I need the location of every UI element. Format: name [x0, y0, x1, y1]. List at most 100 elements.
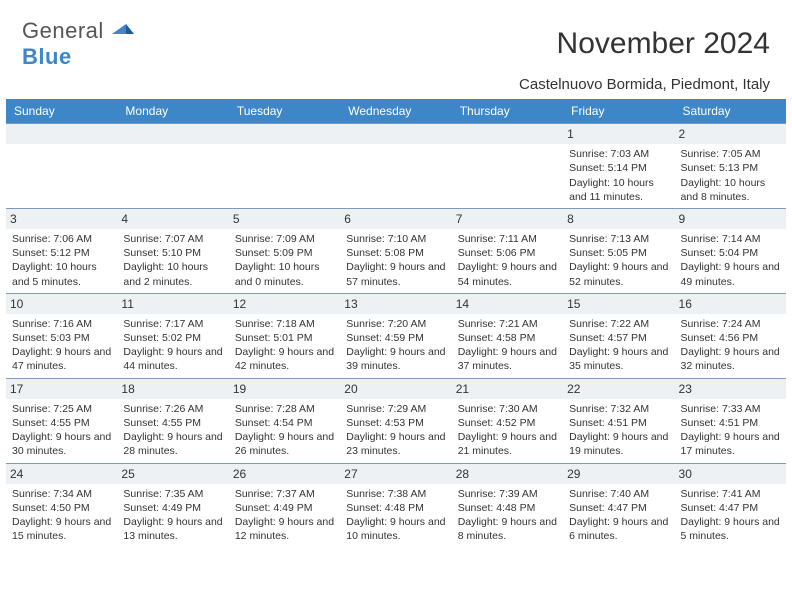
- day-number: 26: [229, 464, 340, 484]
- sunrise-line: Sunrise: 7:33 AM: [681, 402, 780, 416]
- day-number: 14: [452, 294, 563, 314]
- sunrise-line: Sunrise: 7:37 AM: [235, 487, 334, 501]
- day-number-empty: [340, 124, 451, 144]
- calendar-cell: 17Sunrise: 7:25 AMSunset: 4:55 PMDayligh…: [6, 378, 117, 463]
- daylight-line: Daylight: 9 hours and 37 minutes.: [458, 345, 557, 373]
- weekday-header: Tuesday: [229, 99, 340, 124]
- sunset-line: Sunset: 5:14 PM: [569, 161, 668, 175]
- day-number: 30: [675, 464, 786, 484]
- daylight-line: Daylight: 9 hours and 39 minutes.: [346, 345, 445, 373]
- calendar-cell: 28Sunrise: 7:39 AMSunset: 4:48 PMDayligh…: [452, 463, 563, 547]
- sunset-line: Sunset: 5:13 PM: [681, 161, 780, 175]
- daylight-line: Daylight: 9 hours and 17 minutes.: [681, 430, 780, 458]
- sunrise-line: Sunrise: 7:07 AM: [123, 232, 222, 246]
- daylight-line: Daylight: 9 hours and 30 minutes.: [12, 430, 111, 458]
- weekday-header-row: SundayMondayTuesdayWednesdayThursdayFrid…: [6, 99, 786, 124]
- calendar-cell: 30Sunrise: 7:41 AMSunset: 4:47 PMDayligh…: [675, 463, 786, 547]
- header: General Blue November 2024: [0, 0, 792, 76]
- sunrise-line: Sunrise: 7:30 AM: [458, 402, 557, 416]
- daylight-line: Daylight: 9 hours and 42 minutes.: [235, 345, 334, 373]
- daylight-line: Daylight: 10 hours and 11 minutes.: [569, 176, 668, 204]
- page-title: November 2024: [557, 27, 770, 61]
- sunset-line: Sunset: 4:52 PM: [458, 416, 557, 430]
- sunrise-line: Sunrise: 7:26 AM: [123, 402, 222, 416]
- calendar-row: 17Sunrise: 7:25 AMSunset: 4:55 PMDayligh…: [6, 378, 786, 463]
- day-number: 17: [6, 379, 117, 399]
- sunrise-line: Sunrise: 7:17 AM: [123, 317, 222, 331]
- calendar-cell: 1Sunrise: 7:03 AMSunset: 5:14 PMDaylight…: [563, 124, 674, 209]
- sunset-line: Sunset: 4:55 PM: [12, 416, 111, 430]
- daylight-line: Daylight: 9 hours and 12 minutes.: [235, 515, 334, 543]
- day-number: 11: [117, 294, 228, 314]
- calendar-row: 1Sunrise: 7:03 AMSunset: 5:14 PMDaylight…: [6, 124, 786, 209]
- day-number: 7: [452, 209, 563, 229]
- sunrise-line: Sunrise: 7:22 AM: [569, 317, 668, 331]
- weekday-header: Wednesday: [340, 99, 451, 124]
- calendar-row: 3Sunrise: 7:06 AMSunset: 5:12 PMDaylight…: [6, 208, 786, 293]
- sunset-line: Sunset: 4:49 PM: [123, 501, 222, 515]
- logo-text: General Blue: [22, 18, 134, 70]
- calendar-cell: 24Sunrise: 7:34 AMSunset: 4:50 PMDayligh…: [6, 463, 117, 547]
- sunset-line: Sunset: 5:03 PM: [12, 331, 111, 345]
- calendar-cell: 25Sunrise: 7:35 AMSunset: 4:49 PMDayligh…: [117, 463, 228, 547]
- daylight-line: Daylight: 10 hours and 8 minutes.: [681, 176, 780, 204]
- sunset-line: Sunset: 4:48 PM: [458, 501, 557, 515]
- sunrise-line: Sunrise: 7:05 AM: [681, 147, 780, 161]
- calendar-cell: 8Sunrise: 7:13 AMSunset: 5:05 PMDaylight…: [563, 208, 674, 293]
- calendar-cell: [229, 124, 340, 209]
- sunrise-line: Sunrise: 7:38 AM: [346, 487, 445, 501]
- sunset-line: Sunset: 5:09 PM: [235, 246, 334, 260]
- daylight-line: Daylight: 9 hours and 54 minutes.: [458, 260, 557, 288]
- day-number: 9: [675, 209, 786, 229]
- daylight-line: Daylight: 9 hours and 35 minutes.: [569, 345, 668, 373]
- calendar-row: 10Sunrise: 7:16 AMSunset: 5:03 PMDayligh…: [6, 293, 786, 378]
- sunset-line: Sunset: 4:50 PM: [12, 501, 111, 515]
- calendar-cell: [452, 124, 563, 209]
- sunrise-line: Sunrise: 7:29 AM: [346, 402, 445, 416]
- sunset-line: Sunset: 4:58 PM: [458, 331, 557, 345]
- calendar-cell: 29Sunrise: 7:40 AMSunset: 4:47 PMDayligh…: [563, 463, 674, 547]
- calendar-cell: 6Sunrise: 7:10 AMSunset: 5:08 PMDaylight…: [340, 208, 451, 293]
- day-number: 8: [563, 209, 674, 229]
- daylight-line: Daylight: 9 hours and 47 minutes.: [12, 345, 111, 373]
- calendar-cell: 5Sunrise: 7:09 AMSunset: 5:09 PMDaylight…: [229, 208, 340, 293]
- day-number: 24: [6, 464, 117, 484]
- sunset-line: Sunset: 4:47 PM: [681, 501, 780, 515]
- day-number: 3: [6, 209, 117, 229]
- weekday-header: Thursday: [452, 99, 563, 124]
- weekday-header: Monday: [117, 99, 228, 124]
- daylight-line: Daylight: 9 hours and 28 minutes.: [123, 430, 222, 458]
- day-number: 6: [340, 209, 451, 229]
- calendar-cell: 22Sunrise: 7:32 AMSunset: 4:51 PMDayligh…: [563, 378, 674, 463]
- day-number-empty: [117, 124, 228, 144]
- sunrise-line: Sunrise: 7:18 AM: [235, 317, 334, 331]
- sunset-line: Sunset: 5:02 PM: [123, 331, 222, 345]
- sunrise-line: Sunrise: 7:03 AM: [569, 147, 668, 161]
- calendar-cell: [340, 124, 451, 209]
- calendar-cell: 21Sunrise: 7:30 AMSunset: 4:52 PMDayligh…: [452, 378, 563, 463]
- sunset-line: Sunset: 5:10 PM: [123, 246, 222, 260]
- sunset-line: Sunset: 4:54 PM: [235, 416, 334, 430]
- sunset-line: Sunset: 4:51 PM: [681, 416, 780, 430]
- daylight-line: Daylight: 10 hours and 0 minutes.: [235, 260, 334, 288]
- calendar-cell: 27Sunrise: 7:38 AMSunset: 4:48 PMDayligh…: [340, 463, 451, 547]
- daylight-line: Daylight: 9 hours and 19 minutes.: [569, 430, 668, 458]
- sunrise-line: Sunrise: 7:34 AM: [12, 487, 111, 501]
- calendar-cell: 3Sunrise: 7:06 AMSunset: 5:12 PMDaylight…: [6, 208, 117, 293]
- weekday-header: Sunday: [6, 99, 117, 124]
- calendar-cell: 14Sunrise: 7:21 AMSunset: 4:58 PMDayligh…: [452, 293, 563, 378]
- sunrise-line: Sunrise: 7:11 AM: [458, 232, 557, 246]
- day-number-empty: [6, 124, 117, 144]
- sunset-line: Sunset: 4:57 PM: [569, 331, 668, 345]
- location-subtitle: Castelnuovo Bormida, Piedmont, Italy: [0, 76, 792, 99]
- day-number: 15: [563, 294, 674, 314]
- day-number: 28: [452, 464, 563, 484]
- day-number: 5: [229, 209, 340, 229]
- calendar-cell: 2Sunrise: 7:05 AMSunset: 5:13 PMDaylight…: [675, 124, 786, 209]
- logo: General Blue: [22, 18, 134, 70]
- daylight-line: Daylight: 9 hours and 57 minutes.: [346, 260, 445, 288]
- day-number: 22: [563, 379, 674, 399]
- sunrise-line: Sunrise: 7:40 AM: [569, 487, 668, 501]
- sunrise-line: Sunrise: 7:39 AM: [458, 487, 557, 501]
- calendar-page: General Blue November 2024 Castelnuovo B…: [0, 0, 792, 612]
